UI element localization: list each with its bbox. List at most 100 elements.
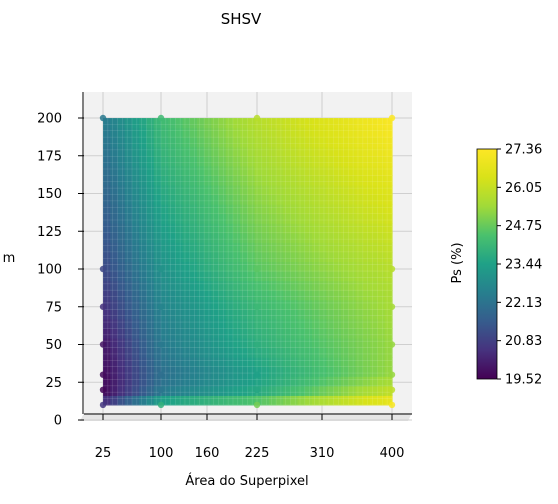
colorbar-label: Ps (%) (450, 242, 465, 283)
surface-cell (168, 299, 176, 310)
surface-cell (240, 280, 248, 291)
colorbar-tick-label: 27.36 (505, 143, 542, 158)
surface-cell (297, 127, 306, 138)
surface-cell (124, 137, 133, 148)
surface-cell (297, 156, 306, 167)
surface-cell (319, 213, 327, 224)
surface-cell (139, 347, 148, 358)
surface-cell (168, 251, 176, 263)
surface-cell (211, 347, 220, 358)
surface-cell (232, 337, 241, 349)
surface-cell (362, 242, 371, 253)
surface-cell (297, 261, 306, 272)
surface-cell (283, 347, 292, 358)
surface-cell (204, 271, 212, 282)
data-point (99, 114, 107, 122)
surface-cell (110, 127, 119, 138)
surface-cell (189, 223, 198, 234)
surface-cell (103, 299, 111, 310)
surface-cell (304, 337, 313, 349)
surface-cell (211, 376, 220, 387)
surface-cell (175, 261, 184, 272)
surface-cell (204, 204, 212, 215)
surface-cell (355, 261, 364, 272)
surface-cell (326, 156, 335, 167)
surface-cell (196, 127, 205, 138)
surface-cell (103, 175, 111, 186)
surface-cell (240, 328, 248, 339)
surface-cell (340, 137, 349, 148)
surface-cell (204, 366, 212, 377)
surface-cell (370, 290, 379, 301)
surface-cell (153, 385, 162, 396)
surface-cell (283, 204, 292, 215)
surface-cell (311, 118, 320, 129)
surface-cell (297, 385, 306, 396)
surface-cell (240, 156, 248, 167)
surface-cell (110, 318, 119, 329)
surface-cell (182, 184, 191, 196)
surface-cell (297, 376, 306, 387)
surface-cell (161, 137, 169, 148)
surface-cell (355, 127, 364, 138)
surface-cell (319, 146, 327, 157)
surface-cell (333, 261, 342, 272)
surface-cell (240, 347, 248, 358)
surface-cell (232, 309, 241, 320)
surface-cell (211, 223, 220, 234)
surface-cell (175, 318, 184, 329)
surface-cell (290, 366, 299, 377)
surface-cell (124, 194, 133, 205)
surface-cell (153, 242, 162, 253)
surface-cell (261, 213, 270, 224)
surface-cell (117, 261, 126, 272)
data-point (388, 341, 396, 348)
surface-cell (124, 366, 133, 377)
colorbar: 19.52 20.83 22.13 23.44 24.75 26.05 27.36 (476, 143, 542, 388)
surface-cell (319, 165, 327, 176)
surface-cell (161, 156, 169, 167)
surface-cell (117, 318, 126, 329)
surface-cell (384, 242, 393, 253)
surface-cell (319, 175, 327, 186)
surface-cell (211, 251, 220, 263)
surface-cell (175, 337, 184, 349)
surface-cell (132, 328, 140, 339)
surface-cell (377, 232, 386, 243)
surface-cell (110, 223, 119, 234)
surface-cell (362, 337, 371, 349)
surface-cell (218, 137, 227, 148)
surface-cell (261, 194, 270, 205)
surface-cell (168, 271, 176, 282)
surface-cell (103, 357, 111, 368)
surface-cell (204, 357, 212, 368)
surface-cell (161, 242, 169, 253)
surface-cell (182, 309, 191, 320)
surface-cell (110, 261, 119, 272)
surface-cell (326, 165, 335, 176)
surface-cell (204, 184, 212, 196)
surface-cell (355, 328, 364, 339)
surface-cell (139, 232, 148, 243)
surface-cell (348, 242, 357, 253)
surface-cell (161, 328, 169, 339)
surface-cell (355, 271, 364, 282)
surface-cell (333, 309, 342, 320)
data-point (157, 371, 165, 378)
surface-cell (124, 395, 133, 406)
surface-cell (225, 385, 234, 396)
surface-cell (304, 385, 313, 396)
surface-cell (326, 137, 335, 148)
surface-cell (276, 366, 284, 377)
surface-cell (168, 223, 176, 234)
surface-cell (117, 232, 126, 243)
surface-cell (290, 223, 299, 234)
surface-cell (319, 184, 327, 196)
surface-cell (196, 232, 205, 243)
surface-cell (168, 347, 176, 358)
surface-cell (283, 137, 292, 148)
surface-cell (153, 261, 162, 272)
surface-cell (283, 261, 292, 272)
surface-cell (276, 376, 284, 387)
surface-cell (139, 357, 148, 368)
